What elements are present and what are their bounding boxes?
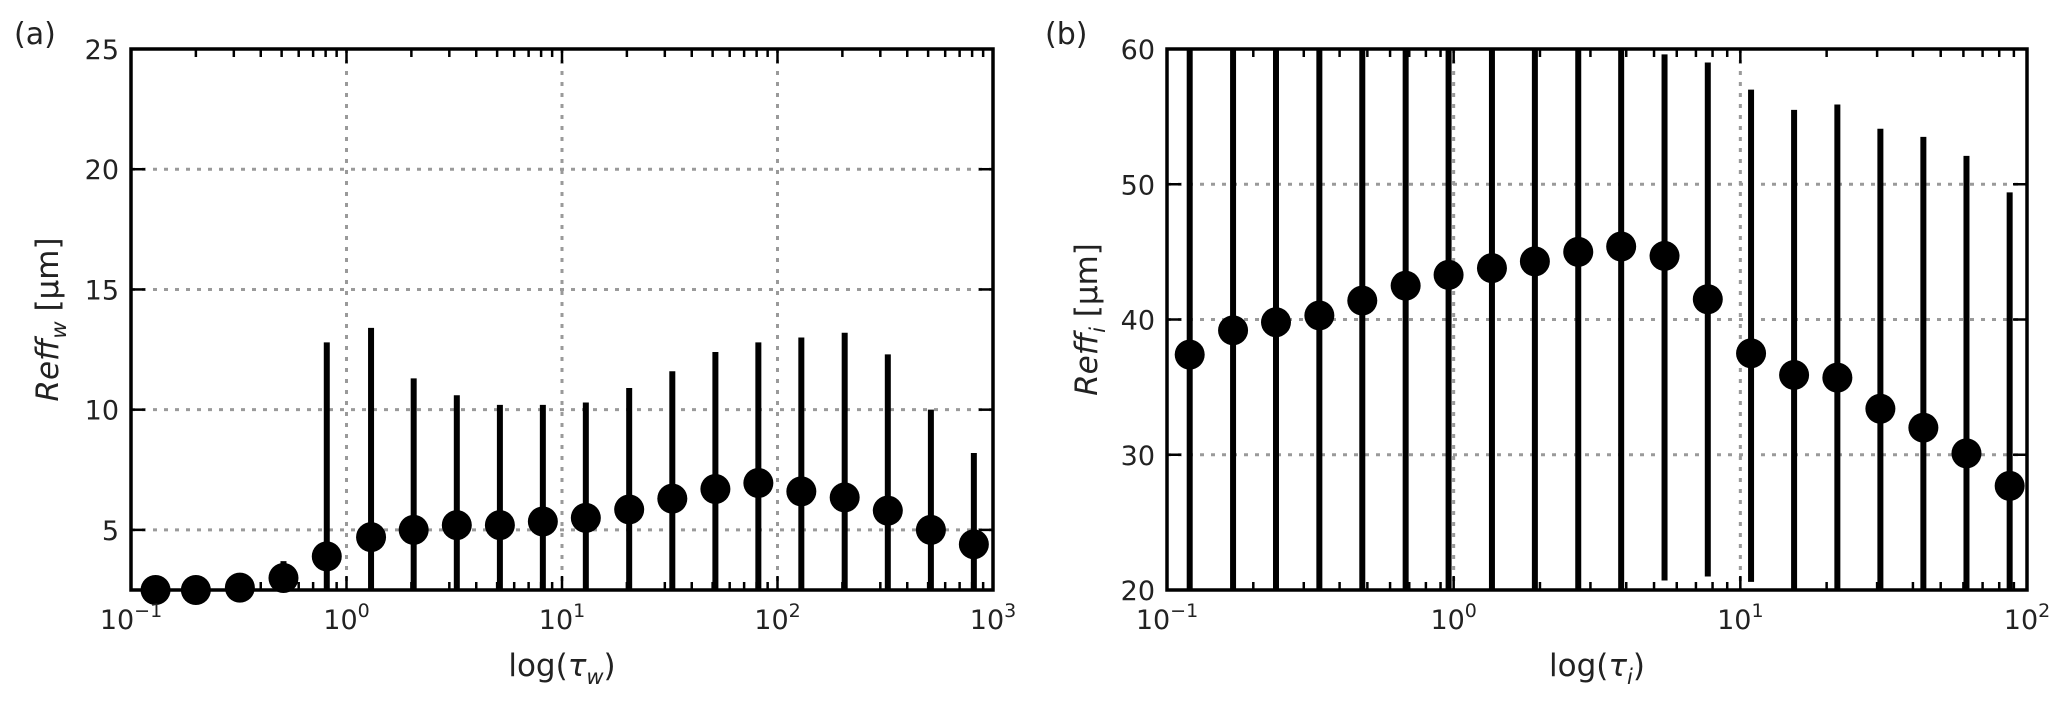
data-point (180, 575, 211, 605)
x-tick-label: 103 (970, 600, 1016, 636)
data-point (614, 494, 645, 525)
data-point (1692, 284, 1723, 315)
x-tick-label: 10−1 (100, 600, 162, 636)
x-tick-label: 101 (1717, 600, 1763, 636)
panel-label: (b) (1045, 17, 1087, 52)
y-tick-label: 10 (85, 396, 119, 427)
data-point (1822, 362, 1853, 393)
data-point (743, 468, 774, 499)
y-tick-label: 40 (1121, 306, 1155, 337)
y-tick-label: 50 (1121, 170, 1155, 201)
data-point (1304, 300, 1335, 331)
x-tick-label: 10−1 (1136, 600, 1198, 636)
data-point (1649, 240, 1680, 271)
y-tick-label: 25 (85, 35, 119, 66)
data-point (484, 510, 515, 541)
data-point (570, 502, 601, 533)
data-point (1519, 246, 1550, 277)
data-point (224, 572, 255, 603)
x-axis-label: log(τi) (1549, 648, 1645, 689)
y-tick-label: 20 (85, 155, 119, 186)
plot-frame (129, 47, 995, 592)
data-point (1347, 285, 1378, 316)
data-point (1951, 438, 1982, 469)
data-point (1260, 307, 1291, 338)
data-point (1218, 315, 1249, 346)
data-point (1390, 270, 1421, 301)
data-point (1606, 231, 1637, 262)
data-point (657, 483, 688, 514)
data-point (268, 562, 299, 593)
data-point (1563, 236, 1594, 267)
y-tick-label: 30 (1121, 441, 1155, 472)
y-tick-label: 60 (1121, 35, 1155, 66)
data-point (1908, 412, 1939, 443)
panel-label: (a) (14, 17, 56, 52)
y-axis-label: Reffw [μm] (30, 237, 71, 401)
x-tick-label: 102 (754, 600, 800, 636)
x-axis-label: log(τw) (508, 648, 615, 689)
data-point (527, 506, 558, 537)
data-point (915, 514, 946, 545)
data-point (1476, 253, 1507, 284)
y-tick-label: 20 (1121, 576, 1155, 607)
data-point (356, 522, 387, 553)
x-tick-label: 102 (2004, 600, 2050, 636)
data-point (140, 575, 171, 605)
x-tick-label: 100 (323, 600, 369, 636)
data-point (786, 476, 817, 507)
panel-b: 10−1 100 101 102 20 30 40 50 60 (b) log(τi) Reffi [… (1045, 17, 2050, 689)
data-point (441, 510, 472, 541)
y-tick-label: 15 (85, 275, 119, 306)
data-point (1865, 393, 1896, 424)
data-point (700, 474, 731, 505)
data-point (829, 482, 860, 513)
x-tick-label: 100 (1430, 600, 1476, 636)
data-point (958, 529, 989, 560)
data-point (1174, 339, 1205, 370)
data-point (311, 541, 342, 572)
data-point (872, 495, 903, 526)
data-point (1736, 338, 1767, 369)
data-point (1433, 259, 1464, 290)
panel-a: 10−1 100 101 102 103 5 10 15 20 25 (a) log(τw) Reffw… (14, 17, 1016, 689)
y-axis-label: Reffi [μm] (1069, 243, 1110, 396)
data-point (398, 514, 429, 545)
y-tick-label: 5 (102, 516, 119, 547)
data-point (1994, 470, 2025, 501)
x-tick-label: 101 (539, 600, 585, 636)
data-point (1779, 359, 1810, 390)
